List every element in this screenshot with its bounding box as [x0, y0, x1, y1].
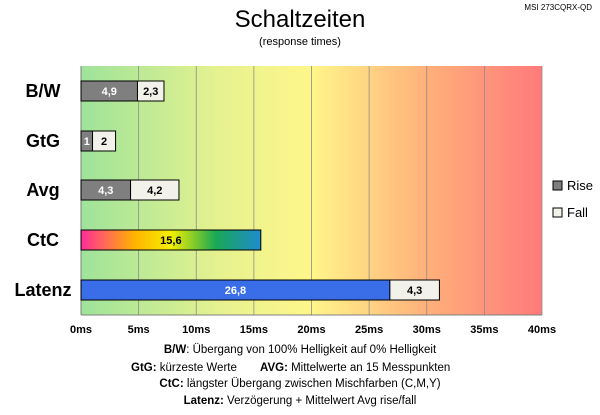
- bar-rise-label: 26,8: [225, 285, 246, 297]
- bar-fall-label: 2: [101, 136, 107, 148]
- x-tick-label: 10ms: [182, 324, 210, 336]
- footnote-gtg-key: GtG:: [131, 362, 157, 374]
- x-tick-label: 20ms: [297, 324, 325, 336]
- category-labels: B/W GtG Avg CtC Latenz: [14, 81, 71, 300]
- bar-rise-label: 1: [84, 136, 90, 148]
- bar-fall: [130, 179, 180, 201]
- legend: Rise Fall: [552, 178, 593, 220]
- legend-swatch-fall: [552, 207, 563, 218]
- footnote-gtg-text: kürzeste Werte: [157, 362, 237, 374]
- bar-rise: [80, 229, 262, 251]
- bars: 4,9 2,3 1 2 4,3 4,2 15,6 26,8 4,3: [80, 80, 440, 301]
- legend-swatch-rise: [552, 180, 563, 191]
- chart-title: Schaltzeiten: [235, 6, 366, 33]
- bar-fall-label: 4,2: [147, 185, 162, 197]
- category-label: B/W: [26, 81, 61, 101]
- footnote-gtg: GtG: kürzeste Werte: [131, 362, 237, 374]
- bar-fall: [136, 80, 165, 102]
- footnotes: B/W: Übergang von 100% Helligkeit auf 0%…: [131, 344, 450, 407]
- x-tick-label: 0ms: [70, 324, 92, 336]
- bar-fall-label: 2,3: [143, 86, 158, 98]
- x-tick-label: 30ms: [413, 324, 441, 336]
- footnote-bw: B/W: Übergang von 100% Helligkeit auf 0%…: [164, 344, 437, 356]
- bar-rise-label: 4,9: [102, 86, 117, 98]
- legend-label-rise: Rise: [567, 178, 593, 193]
- x-tick-label: 15ms: [240, 324, 268, 336]
- bar-fall: [92, 130, 117, 152]
- category-label: Latenz: [14, 280, 71, 300]
- category-label: Avg: [26, 180, 59, 200]
- category-label: CtC: [27, 230, 59, 250]
- footnote-ctc-text: längster Übergang zwischen Mischfarben (…: [184, 378, 441, 390]
- bar-fall: [389, 279, 440, 301]
- x-tick-label: 35ms: [470, 324, 498, 336]
- legend-label-fall: Fall: [567, 205, 588, 220]
- footnote-avg: AVG: Mittelwerte an 15 Messpunkten: [260, 362, 450, 374]
- bar-rise-label: 15,6: [160, 235, 181, 247]
- footnote-bw-text: : Übergang von 100% Helligkeit auf 0% He…: [186, 344, 437, 356]
- footnote-bw-key: B/W: [164, 344, 187, 356]
- footnote-avg-key: AVG:: [260, 362, 288, 374]
- x-tick-label: 40ms: [528, 324, 556, 336]
- x-tick-labels: 0ms 5ms 10ms 15ms 20ms 25ms 30ms 35ms 40ms: [70, 324, 556, 336]
- category-label: GtG: [26, 131, 60, 151]
- footnote-latenz-key: Latenz:: [184, 395, 224, 407]
- bar-fall-label: 4,3: [407, 285, 422, 297]
- chart-subtitle: (response times): [259, 36, 341, 48]
- monitor-model: MSI 273CQRX-QD: [524, 3, 592, 12]
- footnote-ctc-key: CtC:: [159, 378, 183, 390]
- footnote-ctc: CtC: längster Übergang zwischen Mischfar…: [159, 378, 440, 390]
- x-tick-label: 5ms: [128, 324, 150, 336]
- x-tick-label: 25ms: [355, 324, 383, 336]
- bar-rise-label: 4,3: [98, 185, 113, 197]
- footnote-latenz: Latenz: Verzögerung + Mittelwert Avg ris…: [184, 395, 417, 407]
- footnote-avg-text: Mittelwerte an 15 Messpunkten: [288, 362, 450, 374]
- footnote-latenz-text: Verzögerung + Mittelwert Avg rise/fall: [224, 395, 417, 407]
